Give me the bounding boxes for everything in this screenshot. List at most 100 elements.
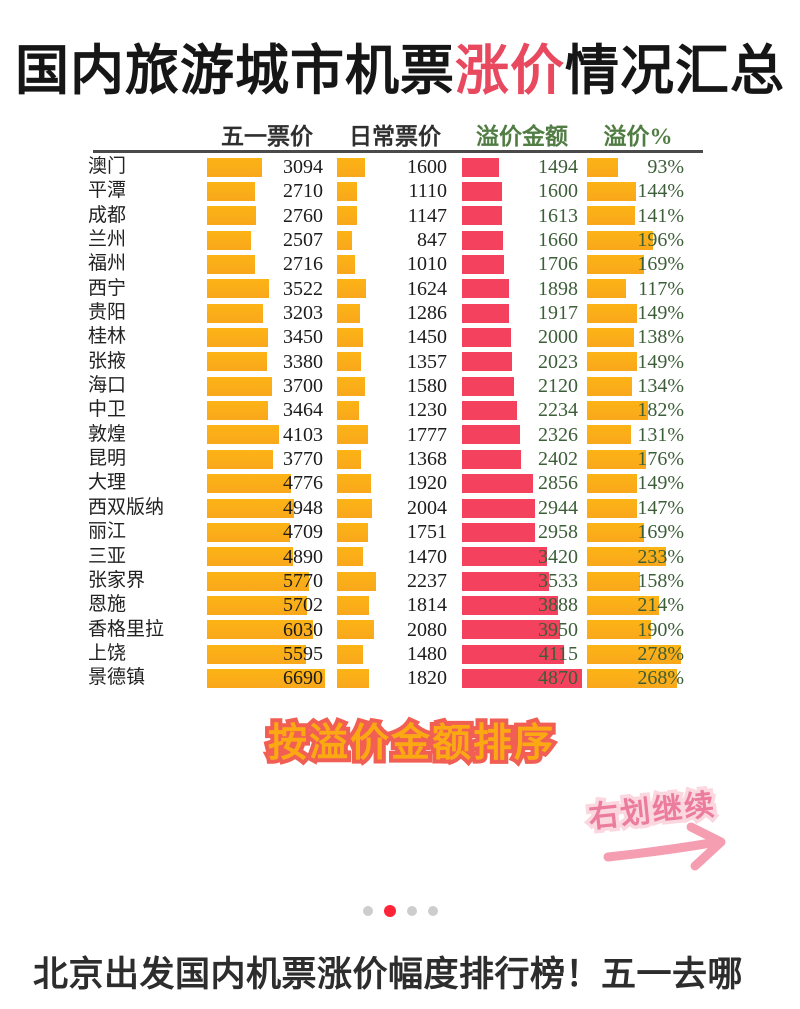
- premium-value: 1613: [538, 204, 578, 227]
- pagination-dot[interactable]: [362, 906, 373, 916]
- header-divider: [93, 150, 703, 153]
- premium-pct-value: 141%: [637, 204, 684, 227]
- premium-pct-bar: [587, 401, 649, 421]
- may-price-bar: [207, 303, 264, 323]
- premium-pct-value: 278%: [637, 642, 684, 665]
- city-label: 香格里拉: [88, 618, 165, 640]
- premium-value: 1706: [538, 253, 578, 276]
- premium-bar: [462, 182, 502, 202]
- premium-pct-bar: [587, 230, 654, 250]
- table-row: 上饶 5595 1480 4115 278%: [0, 642, 800, 666]
- title-highlight: 涨价: [455, 41, 565, 101]
- pagination-dot-active[interactable]: [383, 905, 396, 917]
- daily-price-value: 1010: [407, 253, 447, 276]
- daily-price-value: 1777: [407, 423, 447, 446]
- daily-price-bar: [337, 279, 366, 299]
- premium-value: 3533: [538, 569, 578, 592]
- may-price-value: 6690: [283, 667, 323, 690]
- city-label: 恩施: [88, 594, 127, 616]
- premium-pct-bar: [587, 182, 636, 202]
- premium-pct-bar: [587, 595, 660, 615]
- city-label: 上饶: [88, 642, 127, 664]
- table-row: 桂林 3450 1450 2000 138%: [0, 325, 800, 349]
- daily-price-bar: [337, 352, 361, 372]
- city-label: 兰州: [88, 229, 127, 251]
- table-row: 景德镇 6690 1820 4870 268%: [0, 666, 800, 690]
- premium-value: 1600: [538, 180, 578, 203]
- may-price-bar: [207, 644, 306, 664]
- may-price-value: 4890: [283, 545, 323, 568]
- premium-pct-bar: [587, 449, 647, 469]
- city-label: 澳门: [88, 156, 127, 177]
- premium-value: 3420: [538, 545, 578, 568]
- may-price-bar: [207, 206, 256, 226]
- daily-price-bar: [337, 255, 355, 275]
- daily-price-value: 847: [417, 229, 447, 252]
- sort-note-text: 按溢价金额排序: [268, 722, 556, 765]
- premium-pct-bar: [587, 157, 619, 177]
- premium-pct-value: 147%: [637, 496, 684, 519]
- may-price-value: 5770: [283, 569, 323, 592]
- premium-pct-bar: [587, 571, 641, 591]
- daily-price-bar: [337, 182, 357, 202]
- premium-pct-value: 93%: [647, 156, 684, 178]
- city-label: 三亚: [88, 545, 127, 567]
- may-price-bar: [207, 547, 294, 567]
- table-row: 福州 2716 1010 1706 169%: [0, 252, 800, 276]
- premium-value: 2120: [538, 375, 578, 398]
- carousel-pagination[interactable]: [0, 905, 800, 917]
- premium-value: 3888: [538, 594, 578, 617]
- table-header: 五一票价 日常票价 溢价金额 溢价%: [0, 117, 800, 149]
- pagination-dot[interactable]: [406, 906, 417, 916]
- premium-pct-value: 144%: [637, 180, 684, 203]
- may-price-bar: [207, 255, 255, 275]
- premium-pct-value: 169%: [637, 521, 684, 544]
- may-price-value: 3700: [283, 375, 323, 398]
- premium-pct-value: 182%: [637, 399, 684, 422]
- daily-price-bar: [337, 449, 362, 469]
- table-row: 贵阳 3203 1286 1917 149%: [0, 301, 800, 325]
- premium-value: 2402: [538, 448, 578, 471]
- premium-pct-value: 233%: [637, 545, 684, 568]
- may-price-bar: [207, 230, 252, 250]
- premium-value: 2234: [538, 399, 578, 422]
- premium-bar: [462, 425, 520, 445]
- may-price-bar: [207, 668, 325, 688]
- premium-pct-value: 169%: [637, 253, 684, 276]
- premium-value: 2856: [538, 472, 578, 495]
- table-row: 西双版纳 4948 2004 2944 147%: [0, 496, 800, 520]
- table-row: 丽江 4709 1751 2958 169%: [0, 520, 800, 544]
- daily-price-value: 1920: [407, 472, 447, 495]
- premium-pct-bar: [587, 352, 638, 372]
- city-label: 海口: [88, 375, 127, 397]
- premium-value: 4115: [538, 642, 578, 665]
- premium-bar: [462, 571, 550, 591]
- premium-bar: [462, 157, 499, 177]
- premium-value: 2000: [538, 326, 578, 349]
- header-daily-price: 日常票价: [349, 124, 441, 149]
- premium-bar: [462, 522, 536, 542]
- may-price-value: 4948: [283, 496, 323, 519]
- daily-price-bar: [337, 376, 365, 396]
- city-label: 张家界: [88, 569, 146, 591]
- may-price-value: 3203: [283, 302, 323, 325]
- premium-pct-value: 190%: [637, 618, 684, 641]
- daily-price-value: 1814: [407, 594, 447, 617]
- premium-bar: [462, 230, 503, 250]
- city-label: 景德镇: [88, 667, 146, 689]
- table-row: 澳门 3094 1600 1494 93%: [0, 155, 800, 179]
- premium-pct-bar: [587, 279, 627, 299]
- may-price-value: 3770: [283, 448, 323, 471]
- premium-bar: [462, 644, 564, 664]
- may-price-bar: [207, 498, 295, 518]
- premium-pct-bar: [587, 328, 634, 348]
- premium-value: 3950: [538, 618, 578, 641]
- pagination-dot[interactable]: [427, 906, 438, 916]
- premium-value: 2944: [538, 496, 578, 519]
- table-row: 张掖 3380 1357 2023 149%: [0, 350, 800, 374]
- header-premium: 溢价金额: [476, 124, 568, 149]
- premium-pct-value: 138%: [637, 326, 684, 349]
- may-price-value: 6030: [283, 618, 323, 641]
- swipe-right-arrow-icon[interactable]: [603, 820, 738, 876]
